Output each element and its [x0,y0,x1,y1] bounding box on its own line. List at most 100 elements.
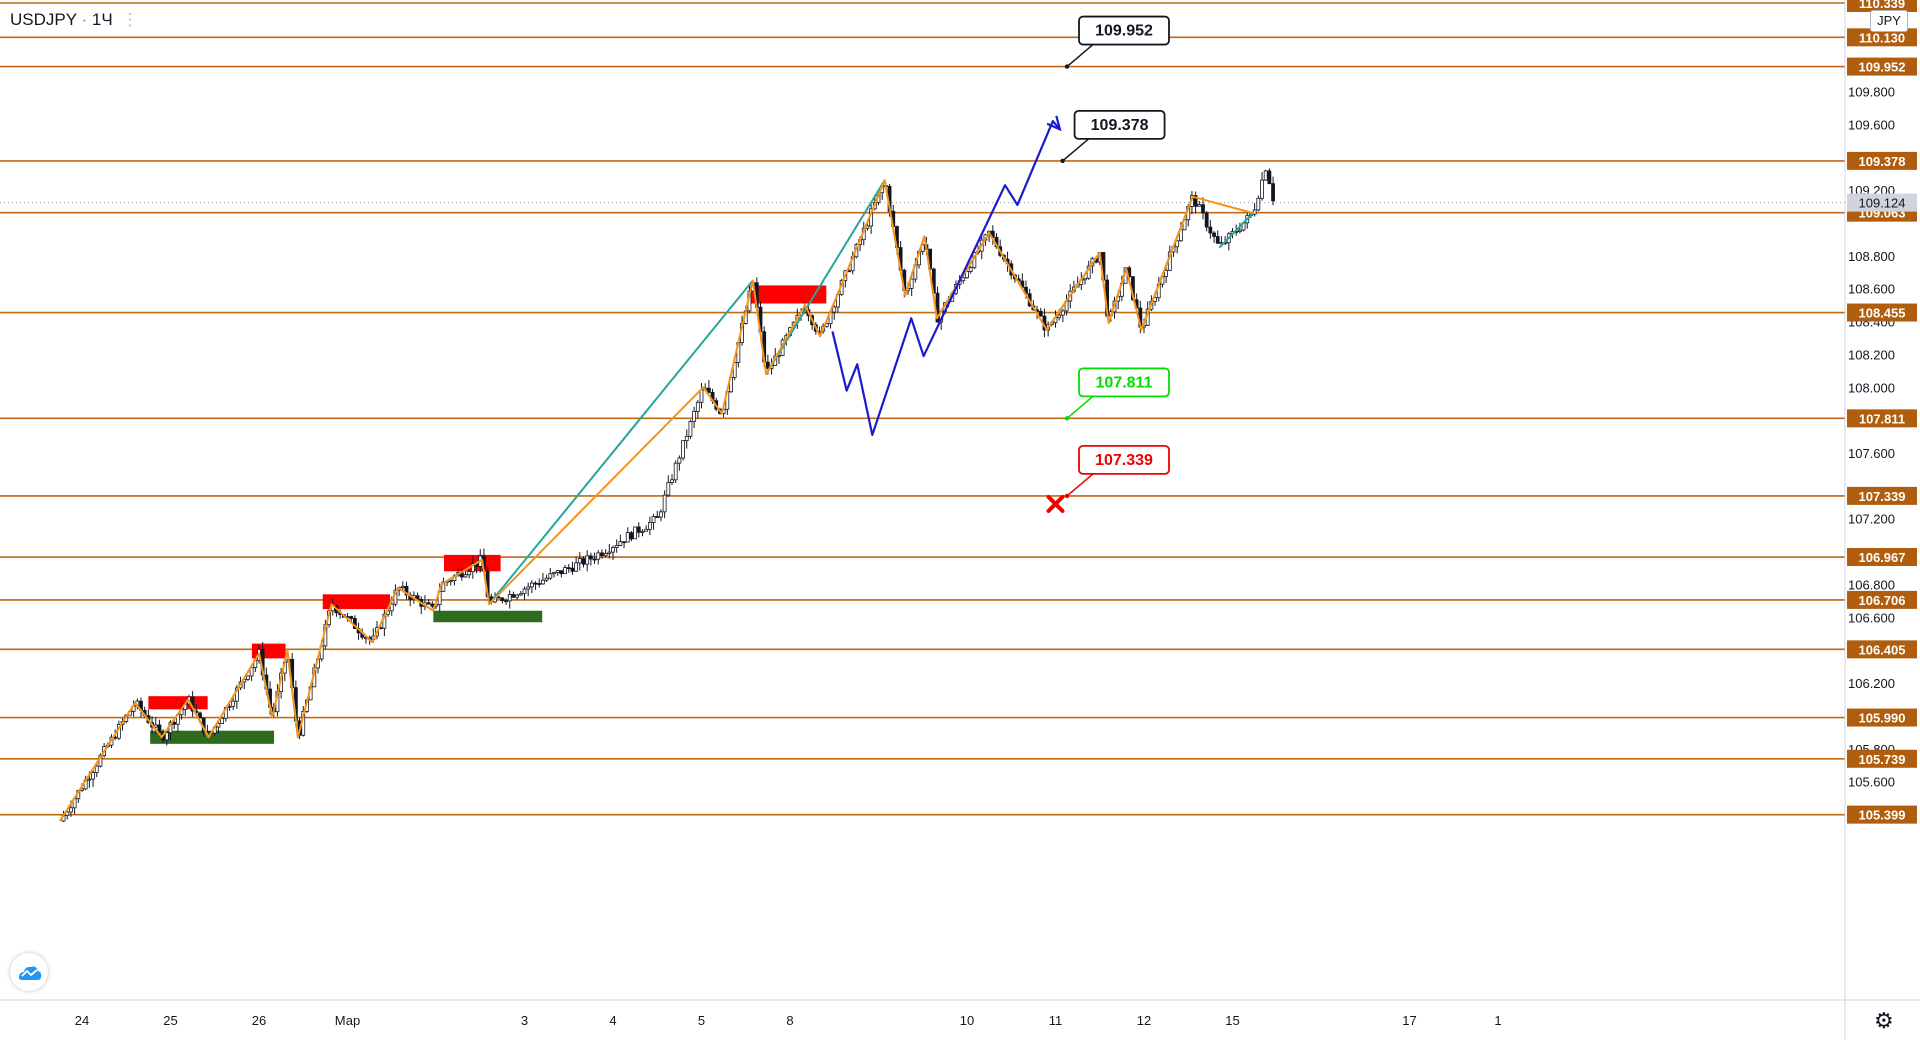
price-tick-label: 106.800 [1848,577,1895,592]
level-label: 107.811 [1859,411,1905,426]
level-label-bg [1847,548,1917,567]
candle-body [1060,310,1065,316]
level-label: 110.339 [1859,0,1905,11]
settings-gear-icon[interactable]: ⚙ [1874,1008,1894,1033]
level-label-bg [1847,590,1917,609]
candle-body [585,555,590,565]
candle-body [965,271,969,279]
callout-pointer [1066,473,1094,497]
candle-body [94,765,99,773]
price-tick-label: 108.000 [1848,380,1895,395]
tradingview-logo[interactable] [10,953,48,991]
zigzag-orange-line [59,179,1254,822]
candle-body [1204,212,1209,228]
demand-zone [150,730,275,744]
callout-pointer [1066,44,1094,68]
candle-body [404,585,409,596]
candle-body [644,528,649,532]
candle-body [570,567,575,572]
supply-zone [148,696,208,710]
supply-zone [322,594,390,610]
candle-body [231,700,236,707]
zigzag-teal-segment [765,179,886,375]
candle-body [507,594,512,602]
level-label-bg [1847,805,1917,824]
candle-body [1252,209,1257,215]
time-tick-label: 1 [1494,1013,1501,1028]
callout-box [1078,367,1170,398]
candle-body [198,712,202,719]
candle-body [765,361,770,369]
candle-body [681,440,685,459]
candle-body [246,675,250,680]
candle-body [618,541,623,546]
level-label-bg [1847,303,1917,322]
candle-body [467,571,472,576]
time-tick-label: 8 [786,1013,793,1028]
symbol-title[interactable]: USDJPY · 1Ч ⋮ [10,10,138,30]
callout-pointer [1066,395,1094,419]
candle-body [533,582,538,585]
level-label-bg [1847,486,1917,505]
level-label-bg [1847,28,1917,47]
candle-body [607,551,612,554]
candle-body [349,616,354,619]
candle-body [448,580,453,583]
candle-body [1038,310,1043,317]
candle-body [563,567,567,575]
time-tick-label: 17 [1402,1013,1416,1028]
level-label: 110.130 [1859,30,1905,45]
candle-body [164,732,169,741]
stop-x-icon [1046,494,1065,513]
candle-body [541,579,545,585]
title-separator: · [81,10,88,29]
time-tick-label: 11 [1049,1013,1063,1028]
level-label: 109.378 [1859,154,1906,169]
candle-body [592,558,597,561]
current-price-bg [1847,193,1917,212]
candle-body [526,586,531,590]
callout-label: 109.378 [1091,117,1149,134]
price-tick-label: 108.600 [1848,282,1895,297]
candle-body [588,555,593,560]
level-label: 105.399 [1859,808,1906,823]
candle-body [400,585,405,589]
callout-anchor-dot [1060,158,1065,164]
candle-body [1212,232,1216,237]
candle-body [1267,170,1272,185]
candle-body [688,420,693,437]
candle-body [496,596,501,599]
candle-body [69,807,73,813]
price-tick-label: 107.600 [1848,446,1895,461]
candle-body [522,588,527,595]
candle-body [500,597,505,602]
menu-dots-icon[interactable]: ⋮ [121,10,139,29]
candle-body [666,482,671,496]
candle-body [1208,226,1213,234]
level-label-bg [1847,151,1917,170]
candle-body [1263,170,1268,181]
candle-body [504,600,508,603]
candle-body [622,541,626,544]
candle-body [695,401,700,412]
callout-pointer [1062,138,1090,162]
candle-body [559,570,564,575]
candle-body [611,547,615,553]
candle-body [216,723,221,728]
candle-body [220,717,225,724]
time-tick-label: 3 [521,1013,528,1028]
candle-body [651,516,656,523]
level-label: 107.339 [1859,489,1906,504]
level-label-bg [1847,57,1917,76]
candle-body [1271,183,1275,202]
currency-badge[interactable]: JPY [1870,10,1908,32]
candle-body [684,435,689,441]
callout-anchor-dot [1064,64,1070,69]
callout-label: 107.811 [1096,374,1153,391]
candle-body [909,278,914,289]
price-tick-label: 108.200 [1848,347,1895,362]
zigzag-lines [59,179,1254,822]
